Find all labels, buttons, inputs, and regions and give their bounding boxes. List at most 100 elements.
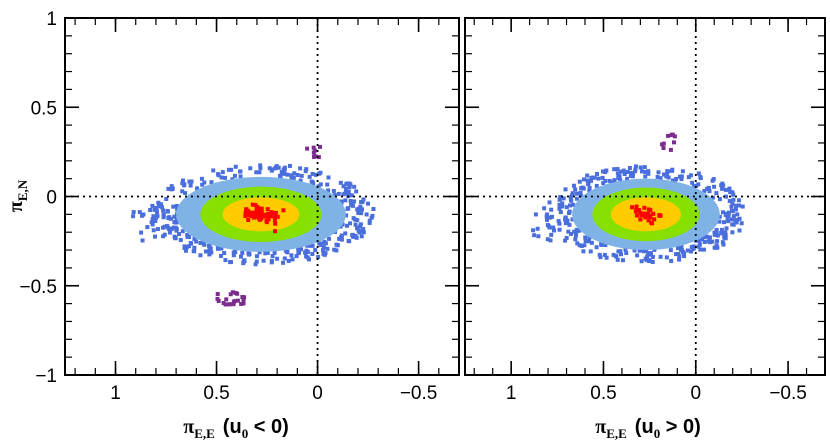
scatter-point-outer <box>726 213 731 218</box>
scatter-point-outer <box>643 169 648 174</box>
scatter-point-outer <box>579 244 584 249</box>
scatter-point-outer <box>685 248 690 253</box>
scatter-point-outer <box>715 233 720 238</box>
scatter-point-outer <box>557 197 562 202</box>
scatter-point-outer <box>308 243 313 248</box>
scatter-point-outer <box>355 218 360 223</box>
scatter-point-outer <box>198 253 203 258</box>
scatter-point-outlier <box>305 146 310 151</box>
scatter-point-outer <box>733 218 738 223</box>
scatter-point-outer <box>240 250 245 255</box>
scatter-point-best <box>249 213 254 218</box>
scatter-point-best <box>634 208 639 213</box>
scatter-point-outer <box>557 206 562 211</box>
scatter-point-outer <box>192 249 197 254</box>
y-tick-label: −0.5 <box>19 277 57 298</box>
scatter-point-outer <box>618 169 623 174</box>
scatter-point-outer <box>556 219 561 224</box>
scatter-point-outer <box>180 181 185 186</box>
scatter-point-outer <box>154 208 159 213</box>
scatter-point-outer <box>285 249 290 254</box>
scatter-point-outlier <box>311 150 316 155</box>
scatter-point-outer <box>723 187 728 192</box>
scatter-point-outer <box>601 181 606 186</box>
scatter-point-outer <box>658 176 663 181</box>
scatter-point-outer <box>287 163 292 168</box>
scatter-point-outer <box>547 200 552 205</box>
scatter-point-outlier <box>215 296 220 301</box>
scatter-point-outer <box>307 257 312 262</box>
scatter-point-outer <box>229 167 234 172</box>
scatter-point-outer <box>346 189 351 194</box>
scatter-point-outer <box>696 171 701 176</box>
scatter-point-outer <box>355 207 360 212</box>
scatter-point-outer <box>728 190 733 195</box>
scatter-point-outer <box>232 173 237 178</box>
x-tick-label: 1 <box>110 383 121 404</box>
scatter-point-outer <box>334 248 339 253</box>
scatter-point-outer <box>647 258 652 263</box>
scatter-point-outer <box>642 165 647 170</box>
scatter-point-outer <box>254 259 259 264</box>
scatter-point-outer <box>343 231 348 236</box>
scatter-point-outer <box>583 239 588 244</box>
scatter-point-outer <box>722 235 727 240</box>
scatter-point-outer <box>289 253 294 258</box>
scatter-point-outer <box>727 186 732 191</box>
scatter-point-outer <box>357 230 362 235</box>
scatter-point-outer <box>698 247 703 252</box>
scatter-point-best <box>265 214 270 219</box>
scatter-point-outer <box>545 222 550 227</box>
scatter-point-outer <box>690 180 695 185</box>
scatter-point-outer <box>151 228 156 233</box>
scatter-point-best <box>272 214 277 219</box>
scatter-point-outer <box>629 170 634 175</box>
scatter-point-outer <box>332 193 337 198</box>
scatter-point-outer <box>131 210 136 215</box>
scatter-point-outer <box>139 230 144 235</box>
scatter-point-best <box>275 214 280 219</box>
scatter-point-outer <box>725 216 730 221</box>
scatter-point-outer <box>586 182 591 187</box>
scatter-point-outer <box>131 214 136 219</box>
scatter-point-outer <box>310 251 315 256</box>
scatter-point-outer <box>160 205 165 210</box>
scatter-point-outer <box>609 180 614 185</box>
scatter-point-outer <box>180 189 185 194</box>
scatter-point-outer <box>189 241 194 246</box>
scatter-point-best <box>245 208 250 213</box>
scatter-point-outer <box>640 169 645 174</box>
scatter-point-outer <box>183 191 188 196</box>
scatter-point-outer <box>574 231 579 236</box>
scatter-point-outer <box>238 254 243 259</box>
scatter-point-outer <box>724 194 729 199</box>
scatter-point-outer <box>611 252 616 257</box>
scatter-point-best <box>254 208 259 213</box>
scatter-point-outer <box>347 185 352 190</box>
scatter-point-outer <box>542 206 547 211</box>
x-axis-condition-rest: > 0) <box>660 416 701 438</box>
svg-text:πE,N: πE,N <box>5 179 30 212</box>
scatter-point-outer <box>304 254 309 259</box>
scatter-point-outer <box>680 248 685 253</box>
scatter-point-outlier <box>215 292 220 297</box>
scatter-point-outer <box>675 246 680 251</box>
scatter-point-outer <box>730 230 735 235</box>
scatter-point-outer <box>186 244 191 249</box>
scatter-point-best <box>273 221 278 226</box>
scatter-point-outer <box>592 175 597 180</box>
scatter-point-outer <box>274 164 279 169</box>
scatter-point-outer <box>589 178 594 183</box>
scatter-point-outer <box>558 210 563 215</box>
scatter-point-outer <box>734 220 739 225</box>
scatter-point-outer <box>164 196 169 201</box>
scatter-point-outer <box>679 177 684 182</box>
scatter-point-outer <box>257 170 262 175</box>
scatter-point-outlier <box>672 134 677 139</box>
scatter-point-outer <box>317 171 322 176</box>
scatter-point-outer <box>341 184 346 189</box>
scatter-point-outer <box>624 250 629 255</box>
scatter-point-outer <box>298 166 303 171</box>
scatter-point-outer <box>615 167 620 172</box>
scatter-point-outer <box>343 198 348 203</box>
